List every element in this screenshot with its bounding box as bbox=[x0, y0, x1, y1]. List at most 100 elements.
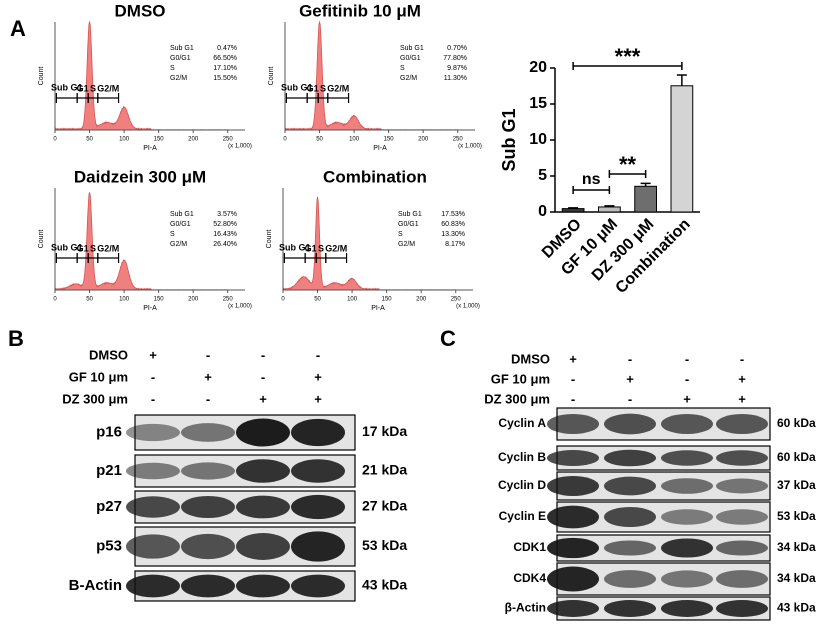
histogram bbox=[54, 192, 229, 291]
y-tick-label: 20 bbox=[529, 59, 547, 76]
stat-value: 9.87% bbox=[447, 65, 467, 72]
stat-name: Sub G1 bbox=[400, 45, 424, 52]
treatment-sign: - bbox=[571, 391, 575, 406]
x-tick-label: 200 bbox=[188, 137, 199, 143]
x-axis-unit: (x 1,000) bbox=[228, 144, 252, 150]
treatment-sign: - bbox=[261, 347, 265, 362]
size-label: 27 kDa bbox=[362, 498, 407, 514]
size-label: 43 kDa bbox=[362, 577, 407, 593]
significance-label: ns bbox=[582, 171, 601, 188]
treatment-sign: - bbox=[571, 371, 575, 386]
band bbox=[181, 462, 235, 480]
band bbox=[181, 533, 235, 560]
panel-label: B bbox=[8, 326, 24, 351]
x-tick-label: 150 bbox=[382, 297, 393, 303]
stat-name: S bbox=[170, 65, 175, 72]
treatment-sign: + bbox=[149, 347, 157, 362]
x-axis-unit: (x 1,000) bbox=[458, 144, 482, 150]
error-bar bbox=[568, 207, 579, 209]
band bbox=[604, 540, 656, 556]
size-label: 53 kDa bbox=[777, 509, 816, 523]
x-tick-label: 50 bbox=[86, 297, 93, 303]
error-bar bbox=[676, 74, 687, 86]
treatment-label: DMSO bbox=[511, 351, 550, 366]
band bbox=[661, 509, 713, 525]
protein-label: p53 bbox=[96, 537, 122, 554]
error-bar bbox=[604, 205, 615, 207]
band bbox=[291, 494, 345, 520]
significance-bracket bbox=[608, 170, 647, 178]
stat-name: Sub G1 bbox=[170, 211, 194, 218]
bar bbox=[634, 185, 657, 213]
treatment-sign: - bbox=[151, 369, 155, 384]
x-tick-label: 100 bbox=[349, 137, 360, 143]
gate bbox=[325, 253, 348, 263]
band bbox=[716, 478, 768, 494]
bar bbox=[598, 206, 621, 213]
treatment-sign: - bbox=[316, 347, 320, 362]
x-tick-label: 250 bbox=[451, 297, 462, 303]
x-axis-label: PI-A bbox=[373, 145, 387, 152]
treatment-sign: + bbox=[314, 391, 322, 406]
x-tick-label: 200 bbox=[188, 297, 199, 303]
treatment-sign: + bbox=[626, 371, 634, 386]
x-axis-label: PI-A bbox=[371, 305, 385, 312]
treatment-label: DZ 300 μm bbox=[484, 391, 550, 406]
stat-value: 26.40% bbox=[213, 241, 237, 248]
stat-value: 0.47% bbox=[217, 45, 237, 52]
gate-label: S bbox=[320, 83, 326, 93]
band bbox=[547, 600, 599, 617]
gate bbox=[97, 253, 120, 263]
gate-label: Sub G1 bbox=[51, 242, 83, 252]
gate-label: Sub G1 bbox=[281, 82, 313, 92]
stat-value: 17.53% bbox=[441, 211, 465, 218]
stat-name: G0/G1 bbox=[398, 221, 419, 228]
histogram-title: DMSO bbox=[115, 1, 166, 20]
band bbox=[181, 574, 235, 598]
stat-value: 15.50% bbox=[213, 75, 237, 82]
band bbox=[126, 423, 180, 442]
gate-label: Sub G1 bbox=[51, 82, 83, 92]
treatment-label: DZ 300 μm bbox=[62, 391, 128, 406]
band bbox=[716, 450, 768, 466]
x-tick-label: 50 bbox=[86, 137, 93, 143]
x-axis-unit: (x 1,000) bbox=[228, 304, 252, 310]
band bbox=[661, 478, 713, 494]
bar bbox=[670, 85, 694, 213]
band bbox=[604, 570, 656, 588]
band bbox=[236, 495, 290, 519]
treatment-sign: - bbox=[740, 351, 744, 366]
x-tick-label: 100 bbox=[119, 137, 130, 143]
protein-label: p27 bbox=[96, 498, 122, 515]
x-axis-unit: (x 1,000) bbox=[456, 304, 480, 310]
error-bar bbox=[640, 182, 651, 187]
protein-label: p21 bbox=[96, 462, 122, 479]
band bbox=[661, 600, 713, 617]
histogram bbox=[54, 20, 229, 131]
gate-label: G1 bbox=[305, 243, 317, 253]
protein-label: Cyclin B bbox=[498, 450, 546, 464]
y-tick-label: 15 bbox=[529, 95, 547, 112]
y-tick-label: 10 bbox=[529, 131, 547, 148]
treatment-sign: + bbox=[314, 369, 322, 384]
stat-name: S bbox=[398, 231, 403, 238]
band bbox=[604, 600, 656, 617]
stat-value: 8.17% bbox=[445, 241, 465, 248]
band bbox=[716, 540, 768, 556]
gate bbox=[285, 93, 308, 103]
x-tick-label: 100 bbox=[119, 297, 130, 303]
band bbox=[181, 423, 235, 442]
treatment-label: DMSO bbox=[89, 347, 128, 362]
band bbox=[547, 505, 599, 529]
histogram-title: Daidzein 300 μM bbox=[74, 167, 206, 186]
stat-value: 66.50% bbox=[213, 55, 237, 62]
x-tick-label: 50 bbox=[314, 297, 321, 303]
stat-value: 0.70% bbox=[447, 45, 467, 52]
x-axis-label: PI-A bbox=[143, 305, 157, 312]
blot-frame bbox=[556, 501, 771, 533]
size-label: 53 kDa bbox=[362, 537, 407, 553]
band bbox=[716, 600, 768, 617]
band bbox=[291, 459, 345, 483]
band bbox=[126, 534, 180, 559]
band bbox=[661, 414, 713, 434]
